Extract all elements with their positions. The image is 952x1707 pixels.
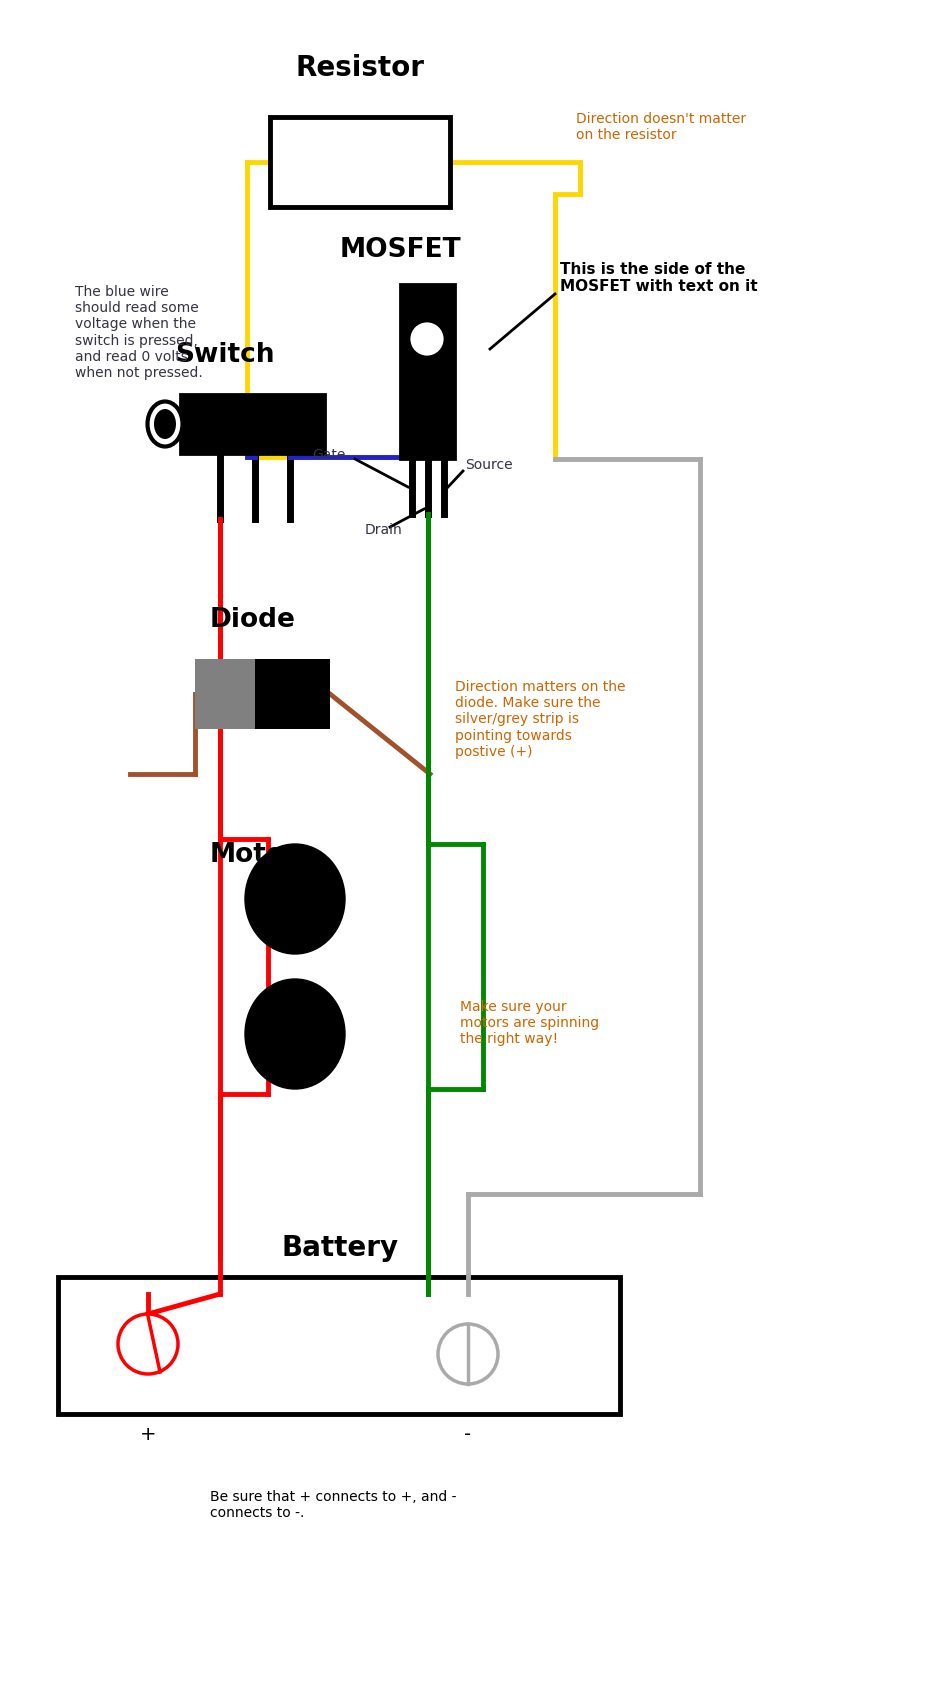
Text: This is the side of the
MOSFET with text on it: This is the side of the MOSFET with text… bbox=[560, 261, 758, 294]
Text: Direction doesn't matter
on the resistor: Direction doesn't matter on the resistor bbox=[576, 113, 746, 142]
Text: -: - bbox=[465, 1425, 471, 1444]
Text: +: + bbox=[140, 1425, 156, 1444]
Circle shape bbox=[118, 1314, 178, 1374]
Bar bbox=[180, 394, 325, 454]
Bar bbox=[270, 118, 450, 208]
Text: The blue wire
should read some
voltage when the
switch is pressed,
and read 0 vo: The blue wire should read some voltage w… bbox=[75, 285, 203, 379]
Bar bbox=[58, 1277, 620, 1413]
Text: Switch: Switch bbox=[175, 341, 274, 367]
Ellipse shape bbox=[245, 980, 345, 1089]
Text: Be sure that + connects to +, and -
connects to -.: Be sure that + connects to +, and - conn… bbox=[210, 1489, 457, 1519]
Text: Resistor: Resistor bbox=[295, 55, 425, 82]
Ellipse shape bbox=[148, 403, 183, 447]
Text: Drain: Drain bbox=[365, 522, 403, 536]
Text: Direction matters on the
diode. Make sure the
silver/grey strip is
pointing towa: Direction matters on the diode. Make sur… bbox=[455, 679, 625, 758]
Text: Make sure your
motors are spinning
the right way!: Make sure your motors are spinning the r… bbox=[460, 999, 599, 1046]
Ellipse shape bbox=[154, 410, 176, 440]
Text: Gate: Gate bbox=[312, 447, 346, 461]
Text: Motors: Motors bbox=[210, 842, 314, 867]
Bar bbox=[195, 659, 255, 729]
Bar bbox=[400, 285, 455, 459]
Text: MOSFET: MOSFET bbox=[340, 237, 462, 263]
Text: Source: Source bbox=[465, 457, 512, 471]
Circle shape bbox=[438, 1325, 498, 1384]
Bar bbox=[255, 659, 330, 729]
Ellipse shape bbox=[245, 845, 345, 954]
Text: Battery: Battery bbox=[282, 1232, 399, 1261]
Circle shape bbox=[409, 323, 445, 358]
Text: Diode: Diode bbox=[210, 606, 296, 633]
